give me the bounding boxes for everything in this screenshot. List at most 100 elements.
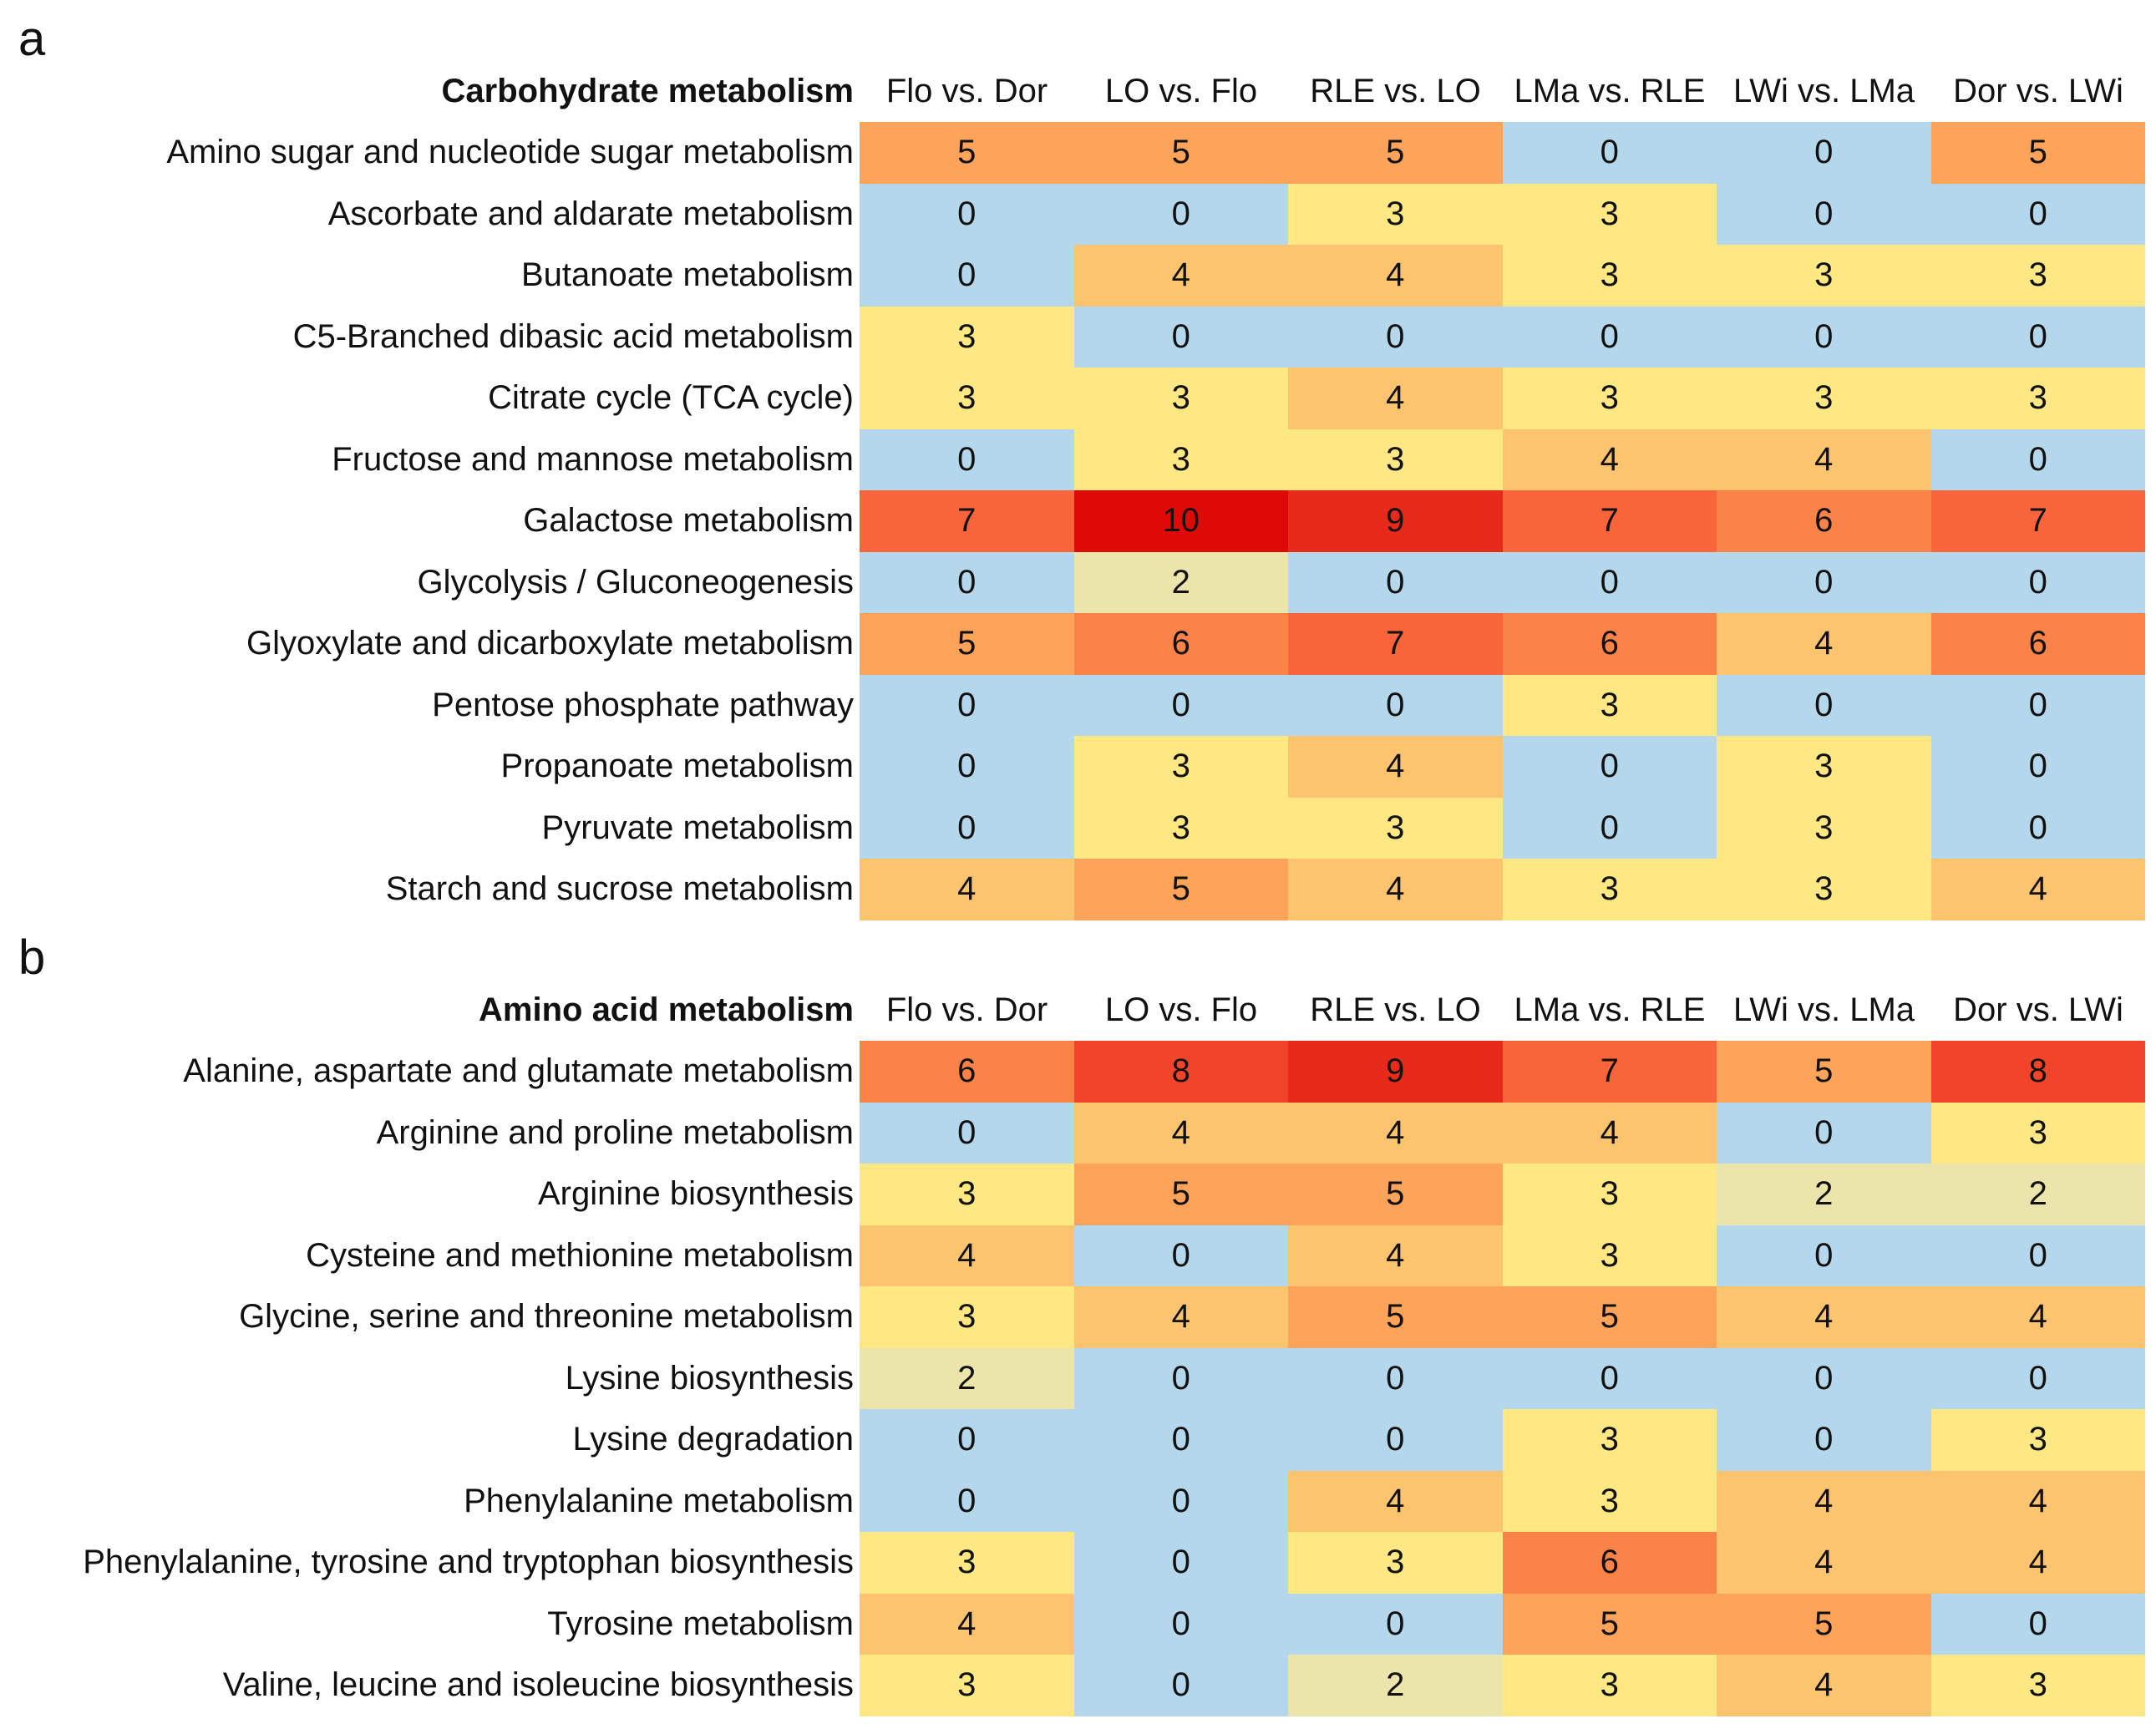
heatmap-cell: 3 [1073,736,1288,798]
heatmap-cell: 3 [860,1532,1074,1594]
panel-label: b [18,930,46,985]
row-label: Arginine biosynthesis [538,1175,854,1212]
heatmap-cell: 4 [1288,736,1503,798]
heatmap-cell: 4 [1930,859,2145,920]
heatmap-cell: 0 [1930,306,2145,368]
heatmap-cell: 4 [1717,1286,1931,1348]
heatmap-cell: 3 [1502,368,1717,429]
heatmap-cell: 4 [1717,428,1931,490]
heatmap-cell: 7 [1930,490,2145,552]
heatmap-cell: 4 [860,1593,1074,1655]
heatmap-cell: 0 [1073,1225,1288,1286]
heatmap-cell: 4 [1717,1470,1931,1532]
heatmap-cell: 4 [1288,859,1503,920]
heatmap-cell: 0 [1930,797,2145,859]
heatmap-cell: 5 [1502,1593,1717,1655]
row-label: Cysteine and methionine metabolism [306,1236,854,1274]
heatmap-cell: 4 [1930,1532,2145,1594]
column-header: Flo vs. Dor [885,991,1048,1028]
row-label: Arginine and proline metabolism [376,1113,854,1151]
heatmap-cell: 3 [1502,1164,1717,1225]
heatmap-cell: 2 [1288,1655,1503,1716]
heatmap-cell: 0 [1502,797,1717,859]
row-label: Pyruvate metabolism [541,809,854,846]
heatmap-cell: 3 [1930,1655,2145,1716]
heatmap-cell: 4 [1073,1286,1288,1348]
section-title: Amino acid metabolism [479,991,854,1028]
row-label: Glyoxylate and dicarboxylate metabolism [246,625,854,662]
heatmap-cell: 4 [1288,1225,1503,1286]
row-label: Propanoate metabolism [500,748,854,784]
row-label: Citrate cycle (TCA cycle) [488,379,854,416]
heatmap-cell: 4 [1288,368,1503,429]
heatmap-cell: 3 [1288,183,1503,245]
heatmap-cell: 10 [1073,490,1288,552]
heatmap-cell: 0 [860,1470,1074,1532]
heatmap-cell: 4 [1502,1102,1717,1164]
heatmap-cell: 2 [1717,1164,1931,1225]
heatmap-cell: 3 [1502,1470,1717,1532]
heatmap-cell: 3 [1717,368,1931,429]
row-label: Fructose and mannose metabolism [332,440,854,478]
heatmap-cell: 7 [1502,1041,1717,1103]
heatmap-cell: 0 [1717,674,1931,736]
row-label: Valine, leucine and isoleucine biosynthe… [222,1666,854,1703]
heatmap-cell: 5 [1930,122,2145,184]
heatmap-cell: 0 [1930,428,2145,490]
heatmap-cell: 0 [1073,1593,1288,1655]
heatmap-cell: 4 [1930,1286,2145,1348]
row-label: Galactose metabolism [523,502,854,539]
heatmap-cell: 6 [1502,613,1717,675]
column-header: LMa vs. RLE [1514,991,1706,1028]
heatmap-cell: 3 [1502,245,1717,307]
heatmap-cell: 7 [1288,613,1503,675]
heatmap-cell: 0 [1073,1470,1288,1532]
heatmap-cell: 6 [860,1041,1074,1103]
heatmap-cell: 3 [1288,428,1503,490]
heatmap-cell: 3 [860,368,1074,429]
heatmap-cell: 0 [1073,674,1288,736]
heatmap-cell: 5 [1288,1286,1503,1348]
header-row: Carbohydrate metabolism [0,61,2156,122]
heatmap-cell: 5 [1073,1164,1288,1225]
heatmap-cell: 3 [860,1655,1074,1716]
column-header: LO vs. Flo [1104,991,1258,1028]
heatmap-cell: 3 [1717,736,1931,798]
row-label: Tyrosine metabolism [547,1605,854,1642]
heatmap-cell: 7 [860,490,1074,552]
heatmap-cell: 0 [860,428,1074,490]
row-label: Amino sugar and nucleotide sugar metabol… [166,134,854,170]
heatmap-cell: 3 [1717,859,1931,920]
heatmap-cell: 0 [1717,1102,1931,1164]
heatmap-cell: 4 [1502,428,1717,490]
heatmap-cell: 6 [1073,613,1288,675]
heatmap-cell: 0 [1288,551,1503,613]
heatmap-cell: 4 [1288,1470,1503,1532]
heatmap-cell: 0 [1073,183,1288,245]
heatmap-cell: 7 [1502,490,1717,552]
heatmap-cell: 9 [1288,490,1503,552]
heatmap-cell: 4 [1073,1102,1288,1164]
row-label: Phenylalanine, tyrosine and tryptophan b… [83,1544,854,1580]
heatmap-cell: 3 [1502,1655,1717,1716]
heatmap-cell: 0 [1288,1593,1503,1655]
heatmap-cell: 0 [1073,1347,1288,1409]
row-label: Butanoate metabolism [520,256,854,293]
column-header: Dor vs. LWi [1953,991,2123,1028]
heatmap-cell: 0 [860,1409,1074,1471]
row-label: Lysine biosynthesis [565,1359,854,1397]
heatmap-cell: 5 [860,122,1074,184]
heatmap-cell: 0 [860,183,1074,245]
heatmap-cell: 0 [1502,736,1717,798]
heatmap-cell: 4 [1288,1102,1503,1164]
heatmap-cell: 0 [1930,183,2145,245]
heatmap-cell: 0 [1288,1347,1503,1409]
heatmap-cell: 5 [1502,1286,1717,1348]
heatmap-cell: 4 [1717,1532,1931,1594]
heatmap-cell: 0 [1930,736,2145,798]
header-row: Amino acid metabolism [0,980,2156,1041]
row-label: Phenylalanine metabolism [464,1482,854,1519]
heatmap-cell: 3 [1502,859,1717,920]
heatmap-cell: 3 [1288,797,1503,859]
heatmap-cell: 0 [1073,1409,1288,1471]
